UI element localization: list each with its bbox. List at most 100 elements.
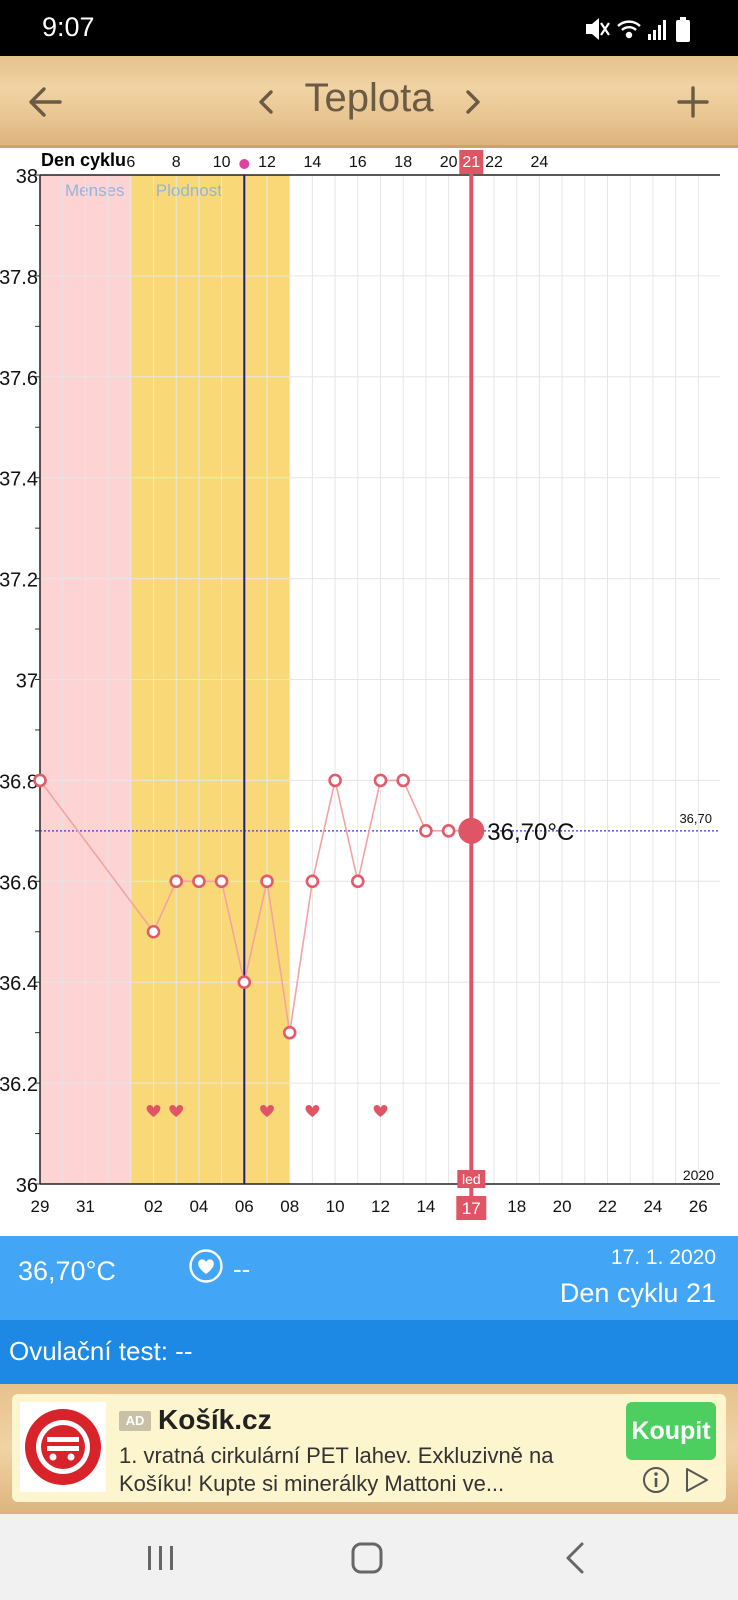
date-tick: 10	[326, 1197, 345, 1216]
zone-label: Menses	[65, 181, 125, 200]
y-tick-label: 36.6	[0, 872, 38, 894]
y-tick-label: 37.8	[0, 267, 38, 289]
y-tick-label: 36.4	[0, 973, 38, 995]
arrow-left-icon[interactable]	[22, 78, 70, 126]
selected-date-badge	[456, 1196, 487, 1220]
ovulation-marker	[239, 159, 250, 169]
adchoices-icon[interactable]	[682, 1466, 710, 1494]
cycle-day-tick: 20	[440, 154, 458, 171]
temperature-point	[192, 874, 206, 889]
temperature-line	[39, 779, 472, 1033]
status-icons	[584, 14, 698, 44]
cycle-day-tick: 10	[213, 154, 231, 171]
date-tick: 14	[416, 1197, 435, 1216]
selected-day-badge	[459, 150, 484, 174]
status-bar: 9:07	[0, 0, 738, 56]
temperature-point	[373, 773, 388, 788]
cycle-day-tick: 22	[485, 154, 503, 171]
ad-banner[interactable]: AD Košík.cz 1. vratná cirkulární PET lah…	[12, 1394, 726, 1502]
date-tick: 22	[598, 1197, 617, 1216]
y-tick-label: 37.6	[0, 368, 38, 390]
y-tick-label: 37	[16, 671, 38, 693]
cycle-day: Den cyklu 21	[559, 1278, 716, 1308]
date-tick: 08	[280, 1197, 299, 1216]
back-nav-icon[interactable]	[556, 1538, 596, 1578]
heart-icon	[260, 1104, 274, 1117]
temperature-point	[169, 874, 183, 889]
temperature-point	[260, 874, 274, 889]
date-tick: 31	[76, 1197, 95, 1216]
y-tick-label: 36.2	[0, 1074, 38, 1096]
y-tick-label: 36	[16, 1175, 38, 1197]
cycle-day-tick: 12	[258, 154, 276, 171]
ad-logo	[20, 1402, 106, 1492]
temperature-point	[214, 874, 229, 889]
temperature-point	[441, 824, 456, 838]
heart-icon	[373, 1104, 388, 1117]
ad-cta-button[interactable]: Koupit	[626, 1402, 716, 1460]
ovulation-test-label: Ovulační test: --	[9, 1336, 193, 1366]
selected-date: 17. 1. 2020	[610, 1246, 716, 1269]
heart-icon	[189, 1249, 223, 1283]
selected-point	[458, 817, 485, 844]
chevron-right-icon[interactable]	[448, 78, 496, 126]
date-tick: 06	[235, 1197, 254, 1216]
y-tick-label: 38	[16, 166, 38, 188]
cycle-day-axis-label: Den cyklu	[41, 150, 126, 170]
temperature-point	[396, 773, 411, 788]
ad-badge: AD	[119, 1411, 151, 1431]
temperature-chart[interactable]: Menses Plodnost 38 37.8 37.6 37.4 37.2 37 36.8 36…	[0, 150, 738, 1236]
ad-strip: AD Košík.cz 1. vratná cirkulární PET lah…	[0, 1384, 738, 1514]
selected-date: 17	[462, 1199, 481, 1218]
selected-temperature: 36,70°C	[18, 1256, 116, 1286]
temperature-point	[350, 874, 365, 889]
month-label-text: led	[462, 1171, 481, 1187]
home-icon[interactable]	[347, 1538, 387, 1578]
heart-icon	[169, 1104, 184, 1117]
chevron-left-icon[interactable]	[243, 78, 291, 126]
recent-apps-icon[interactable]	[141, 1538, 181, 1578]
page-title: Teplota	[304, 76, 434, 120]
temperature-point	[146, 924, 161, 939]
info-icon[interactable]	[642, 1466, 670, 1494]
wifi-icon	[617, 20, 641, 39]
cycle-day-tick: 24	[531, 154, 549, 171]
selected-cycle-day: 21	[462, 154, 480, 171]
temperature-point	[305, 874, 320, 889]
cycle-day-tick: 18	[394, 154, 412, 171]
temperature-point	[419, 824, 433, 838]
temperature-point	[328, 773, 342, 788]
cycle-day-tick: 6	[126, 154, 135, 171]
selected-point-label: 36,70°C	[487, 819, 574, 846]
coverline-label: 36,70	[679, 811, 712, 826]
temperature-point	[33, 773, 47, 788]
temperature-point	[282, 1025, 297, 1040]
chart-svg[interactable]: Menses Plodnost 38 37.8 37.6 37.4 37.2 37 36.8 36…	[0, 150, 738, 1236]
heart-icon	[305, 1104, 320, 1117]
zone-label: Plodnost	[156, 181, 222, 200]
date-tick: 18	[507, 1197, 526, 1216]
signal-icon	[648, 20, 666, 40]
cycle-day-tick: 16	[349, 154, 367, 171]
date-tick: 20	[553, 1197, 572, 1216]
battery-icon	[676, 17, 690, 42]
y-tick-label: 37.2	[0, 570, 38, 592]
ovulation-test-bar[interactable]: Ovulační test: --	[0, 1320, 738, 1384]
cycle-day-tick: 8	[172, 154, 181, 171]
mute-icon	[586, 18, 610, 40]
date-tick: 24	[643, 1197, 662, 1216]
date-tick: 02	[144, 1197, 163, 1216]
y-tick-label: 36.8	[0, 771, 38, 793]
info-panel[interactable]: 36,70°C -- 17. 1. 2020 Den cyklu 21	[0, 1236, 738, 1320]
date-tick: 12	[371, 1197, 390, 1216]
year-label: 2020	[683, 1167, 714, 1183]
toolbar: Teplota	[0, 56, 738, 148]
heart-icon	[146, 1104, 161, 1117]
y-tick-label: 37.4	[0, 469, 38, 491]
ad-title[interactable]: Košík.cz	[158, 1404, 272, 1435]
cycle-day-tick: 14	[304, 154, 322, 171]
ad-text[interactable]: 1. vratná cirkulární PET lahev. Exkluziv…	[119, 1443, 554, 1496]
temperature-point	[237, 975, 252, 990]
status-time: 9:07	[42, 12, 95, 42]
plus-icon[interactable]	[669, 78, 717, 126]
